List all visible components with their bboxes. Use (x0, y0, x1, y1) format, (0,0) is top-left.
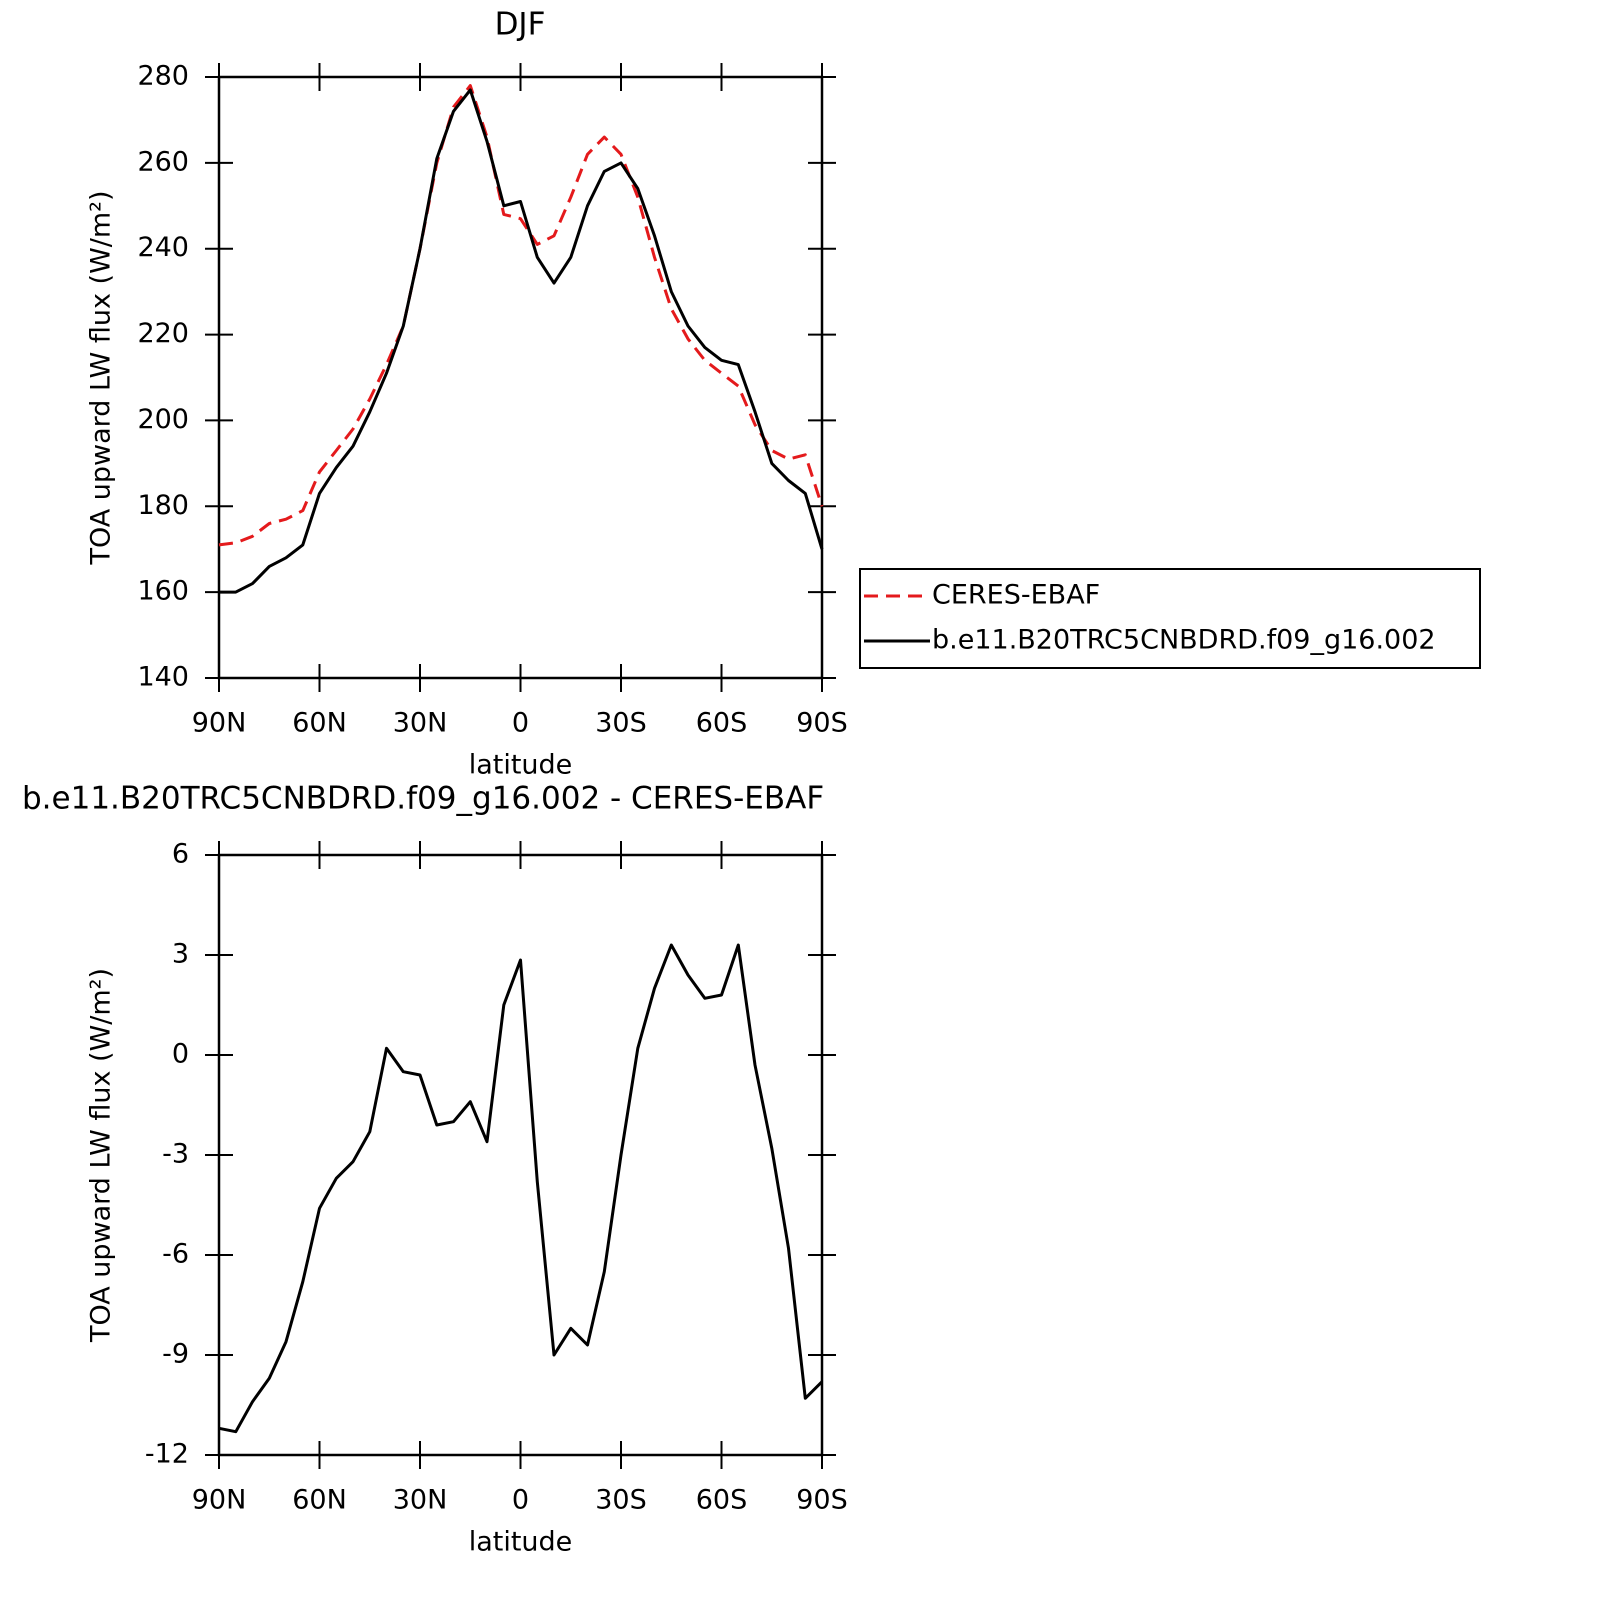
data-line (219, 88, 824, 594)
x-tick-label: 30N (393, 1485, 448, 1516)
x-tick-label: 0 (512, 1485, 529, 1516)
plot-frame (217, 75, 824, 680)
y-tick-label: -9 (162, 1339, 189, 1370)
legend-label: CERES-EBAF (932, 580, 1100, 611)
y-tick-label: -12 (145, 1439, 189, 1470)
x-axis-label: latitude (469, 1527, 573, 1558)
x-tick-label: 0 (512, 708, 529, 739)
x-tick-label: 60S (696, 1485, 748, 1516)
y-tick-label: -3 (162, 1139, 189, 1170)
x-axis-label: latitude (469, 750, 573, 781)
y-tick-label: 160 (137, 576, 189, 607)
y-axis-label: TOA upward LW flux (W/m²) (86, 190, 117, 565)
y-tick-label: 240 (137, 232, 189, 263)
chart-title: DJF (495, 7, 546, 43)
y-tick-label: 140 (137, 662, 189, 693)
y-tick-label: 3 (172, 939, 189, 970)
x-tick-label: 90N (192, 1485, 247, 1516)
legend-label: b.e11.B20TRC5CNBDRD.f09_g16.002 (932, 625, 1436, 656)
chart-title: b.e11.B20TRC5CNBDRD.f09_g16.002 - CERES-… (22, 781, 824, 817)
x-tick-label: 60S (696, 708, 748, 739)
legend-box (859, 568, 1481, 669)
data-line (218, 943, 824, 1434)
y-tick-label: -6 (162, 1239, 189, 1270)
x-tick-label: 30N (393, 708, 448, 739)
x-tick-label: 90S (796, 1485, 848, 1516)
data-line (218, 84, 824, 547)
y-tick-label: 180 (137, 490, 189, 521)
plot-frame (217, 853, 824, 1457)
y-tick-label: 6 (172, 839, 189, 870)
y-axis-label: TOA upward LW flux (W/m²) (86, 968, 117, 1343)
y-tick-label: 280 (137, 61, 189, 92)
y-tick-label: 260 (137, 146, 189, 177)
x-tick-label: 60N (292, 708, 347, 739)
x-tick-label: 30S (595, 1485, 647, 1516)
y-tick-label: 200 (137, 404, 189, 435)
y-tick-label: 0 (172, 1039, 189, 1070)
x-tick-label: 90N (192, 708, 247, 739)
x-tick-label: 60N (292, 1485, 347, 1516)
y-tick-label: 220 (137, 318, 189, 349)
x-tick-label: 90S (796, 708, 848, 739)
x-tick-label: 30S (595, 708, 647, 739)
